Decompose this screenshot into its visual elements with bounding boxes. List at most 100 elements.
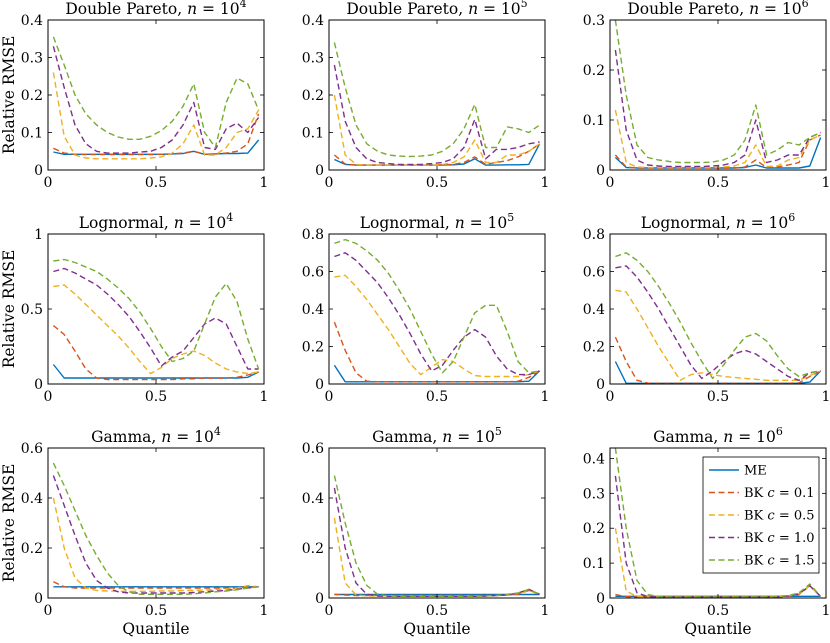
series-line-bk-c-0-5: [52, 72, 260, 160]
panel-title-dist: Double Pareto,: [627, 0, 749, 18]
x-axis-label: Quantile: [122, 620, 189, 638]
x-tick-label: 1: [541, 389, 550, 405]
x-tick-label: 1: [260, 603, 269, 619]
panel-title-dist: Lognormal,: [360, 214, 455, 232]
y-tick-label: 0.3: [21, 51, 43, 67]
x-tick-label: 0: [325, 389, 334, 405]
x-tick-label: 0.5: [145, 603, 167, 619]
x-tick-label: 0: [325, 175, 334, 191]
legend-label-value: = 1.0: [775, 531, 815, 546]
series-line-bk-c-0-1: [53, 113, 260, 156]
x-tick-label: 1: [541, 175, 550, 191]
axes-frame: [328, 233, 546, 385]
panel-title-dist: Lognormal,: [641, 214, 736, 232]
panel-title-eq: = 10: [171, 428, 214, 446]
series-line-bk-c-1-5: [52, 36, 260, 149]
x-tick-label: 0.5: [426, 603, 448, 619]
y-tick-label: 0.2: [302, 340, 324, 356]
chart-panel-4: 0 0.5 1 0 0.5 1 Lognormal, n = 104 Relative RMS…: [0, 211, 268, 405]
series-line-bk-c-1-0: [52, 46, 260, 154]
series-group: [333, 475, 540, 597]
series-line-bk-c-0-5: [614, 109, 821, 169]
y-tick-label: 0.2: [302, 541, 324, 557]
series-line-bk-c-1-0: [333, 487, 540, 597]
x-tick-label: 0: [606, 389, 615, 405]
y-tick-label: 0.4: [302, 13, 324, 29]
chart-panel-3: 0 0.1 0.2 0.3 0 0.5 1 Double Pareto, n = 106: [583, 0, 830, 191]
x-axis-label: Quantile: [403, 620, 470, 638]
y-tick-label: 0.1: [583, 556, 605, 572]
series-line-bk-c-0-1: [333, 321, 540, 383]
y-tick-label: 0.5: [21, 302, 43, 318]
y-tick-label: 0.2: [21, 88, 43, 104]
panel-title-dist: Double Pareto,: [65, 0, 187, 18]
series-line-bk-c-0-5: [333, 517, 540, 597]
legend-label-prefix: BK: [744, 486, 767, 501]
series-line-bk-c-0-1: [614, 336, 821, 384]
series-group: [333, 42, 541, 166]
series-group: [614, 20, 822, 169]
series-line-bk-c-1-0: [52, 475, 259, 594]
axes-frame: [609, 19, 827, 171]
axes-frame: [47, 447, 265, 599]
panel-title-exp: 5: [521, 0, 528, 10]
axes-frame: [328, 19, 546, 171]
panel-title-dist: Double Pareto,: [346, 0, 468, 18]
panel-title-n: n: [468, 0, 478, 18]
panel-title-n: n: [187, 0, 197, 18]
x-tick-label: 0: [606, 175, 615, 191]
legend-label-c: c: [767, 554, 775, 569]
panel-title-exp: 4: [214, 425, 221, 438]
y-tick-label: 0.2: [583, 63, 605, 79]
series-line-bk-c-1-5: [53, 258, 260, 370]
series-line-me: [52, 364, 259, 379]
y-tick-label: 0.8: [583, 227, 605, 243]
panel-title-eq: = 10: [759, 0, 802, 18]
y-tick-label: 0.1: [21, 126, 43, 142]
y-tick-label: 0: [596, 163, 605, 179]
series-line-bk-c-0-1: [614, 134, 821, 169]
series-group: [52, 462, 259, 595]
legend-label-c: c: [767, 486, 775, 501]
x-tick-label: 1: [260, 389, 269, 405]
x-tick-label: 1: [822, 603, 830, 619]
panel-title-n: n: [455, 214, 465, 232]
chart-panel-9: 0 0.1 0.2 0.3 0.4 0 0.5 1 Gamma, n = 106 Quantile: [583, 425, 830, 638]
x-tick-label: 0.5: [426, 389, 448, 405]
axes-frame: [328, 447, 546, 599]
x-tick-label: 0.5: [145, 175, 167, 191]
series-line-bk-c-1-0: [615, 265, 821, 381]
chart-panel-6: 0 0.2 0.4 0.6 0.8 0 0.5 1 Lognormal, n = 106: [583, 211, 830, 405]
x-tick-label: 0: [44, 389, 53, 405]
series-line-bk-c-0-5: [334, 274, 540, 378]
panel-title-exp: 5: [495, 425, 502, 438]
axes-frame: [609, 233, 827, 385]
legend-label: BK c = 0.5: [744, 509, 815, 524]
x-tick-label: 0.5: [707, 175, 729, 191]
y-tick-label: 0.1: [302, 126, 324, 142]
series-line-bk-c-0-1: [333, 143, 540, 166]
y-tick-label: 0: [34, 163, 43, 179]
panel-title-eq: = 10: [465, 214, 508, 232]
y-tick-label: 0.8: [302, 227, 324, 243]
panel-title: Double Pareto, n = 105: [346, 0, 527, 18]
y-tick-label: 0: [315, 591, 324, 607]
series-line-bk-c-1-0: [53, 267, 259, 370]
y-axis-label: Relative RMSE: [0, 36, 18, 155]
legend-label: BK c = 0.1: [744, 486, 815, 501]
panel-title-n: n: [161, 428, 171, 446]
panel-title-exp: 4: [226, 211, 233, 224]
panel-title-eq: = 10: [452, 428, 495, 446]
x-tick-label: 0.5: [145, 389, 167, 405]
series-line-bk-c-0-5: [333, 94, 540, 166]
panel-title: Double Pareto, n = 106: [627, 0, 808, 18]
series-line-bk-c-1-0: [334, 252, 540, 376]
x-tick-label: 0: [325, 603, 334, 619]
y-tick-label: 0: [596, 591, 605, 607]
panel-title-dist: Gamma,: [91, 428, 161, 446]
axes-frame: [47, 233, 265, 385]
legend-label: ME: [744, 464, 767, 479]
x-tick-label: 0: [606, 603, 615, 619]
panel-title-exp: 4: [240, 0, 247, 10]
x-axis-label: Quantile: [684, 620, 751, 638]
